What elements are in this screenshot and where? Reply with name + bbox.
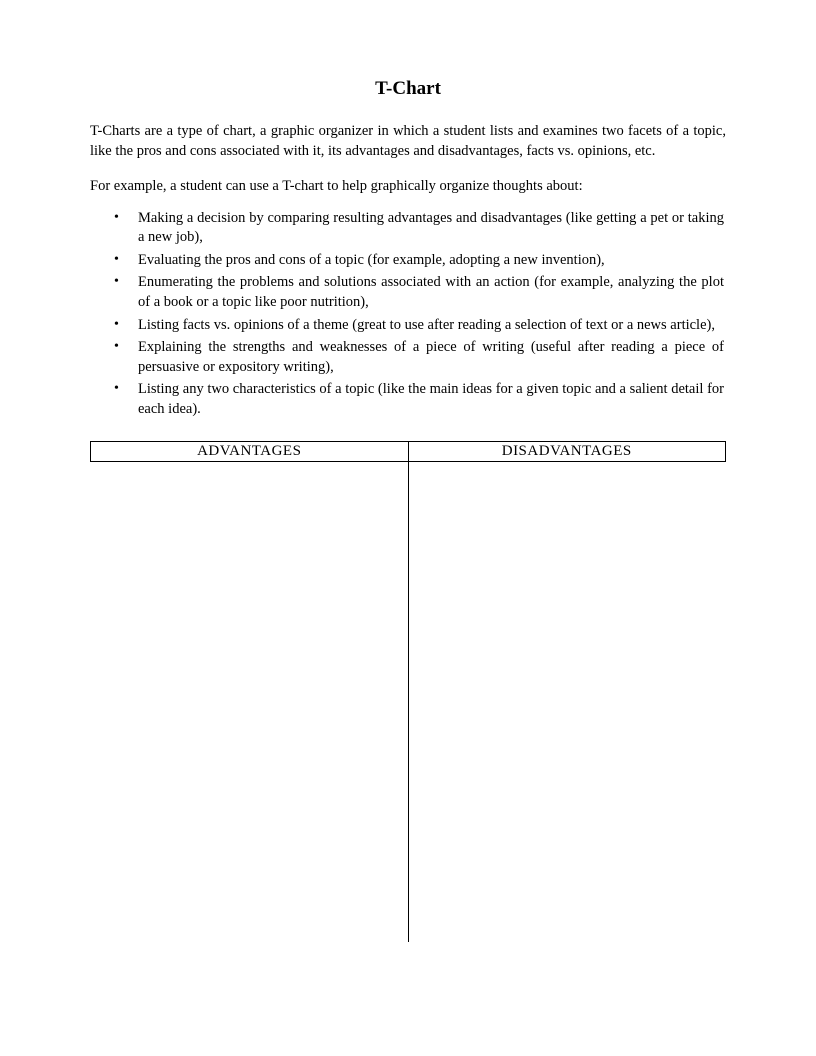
t-chart: ADVANTAGES DISADVANTAGES — [90, 441, 726, 942]
bullet-list: Making a decision by comparing resulting… — [90, 209, 726, 420]
list-item: Explaining the strengths and weaknesses … — [138, 338, 726, 377]
t-chart-header-left: ADVANTAGES — [91, 442, 409, 461]
list-item: Listing any two characteristics of a top… — [138, 380, 726, 419]
page-title: T-Chart — [90, 78, 726, 100]
list-item: Enumerating the problems and solutions a… — [138, 273, 726, 312]
list-item: Making a decision by comparing resulting… — [138, 209, 726, 248]
list-item: Listing facts vs. opinions of a theme (g… — [138, 316, 726, 336]
t-chart-body-left — [90, 462, 409, 942]
t-chart-header-row: ADVANTAGES DISADVANTAGES — [90, 441, 726, 462]
list-item: Evaluating the pros and cons of a topic … — [138, 251, 726, 271]
lead-paragraph: For example, a student can use a T-chart… — [90, 177, 726, 197]
intro-paragraph: T-Charts are a type of chart, a graphic … — [90, 122, 726, 161]
t-chart-body-right — [409, 462, 727, 942]
t-chart-header-right: DISADVANTAGES — [409, 442, 726, 461]
t-chart-body — [90, 462, 726, 942]
